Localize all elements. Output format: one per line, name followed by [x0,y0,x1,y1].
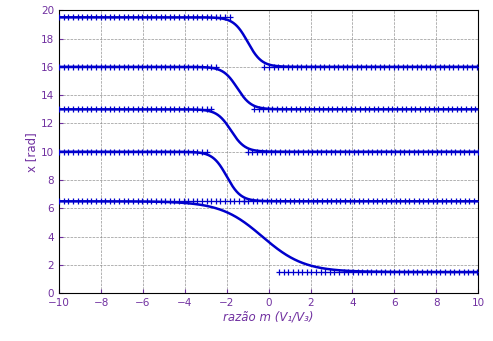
X-axis label: razão m (V₁/V₃): razão m (V₁/V₃) [223,311,314,324]
Y-axis label: x [rad]: x [rad] [25,132,38,172]
